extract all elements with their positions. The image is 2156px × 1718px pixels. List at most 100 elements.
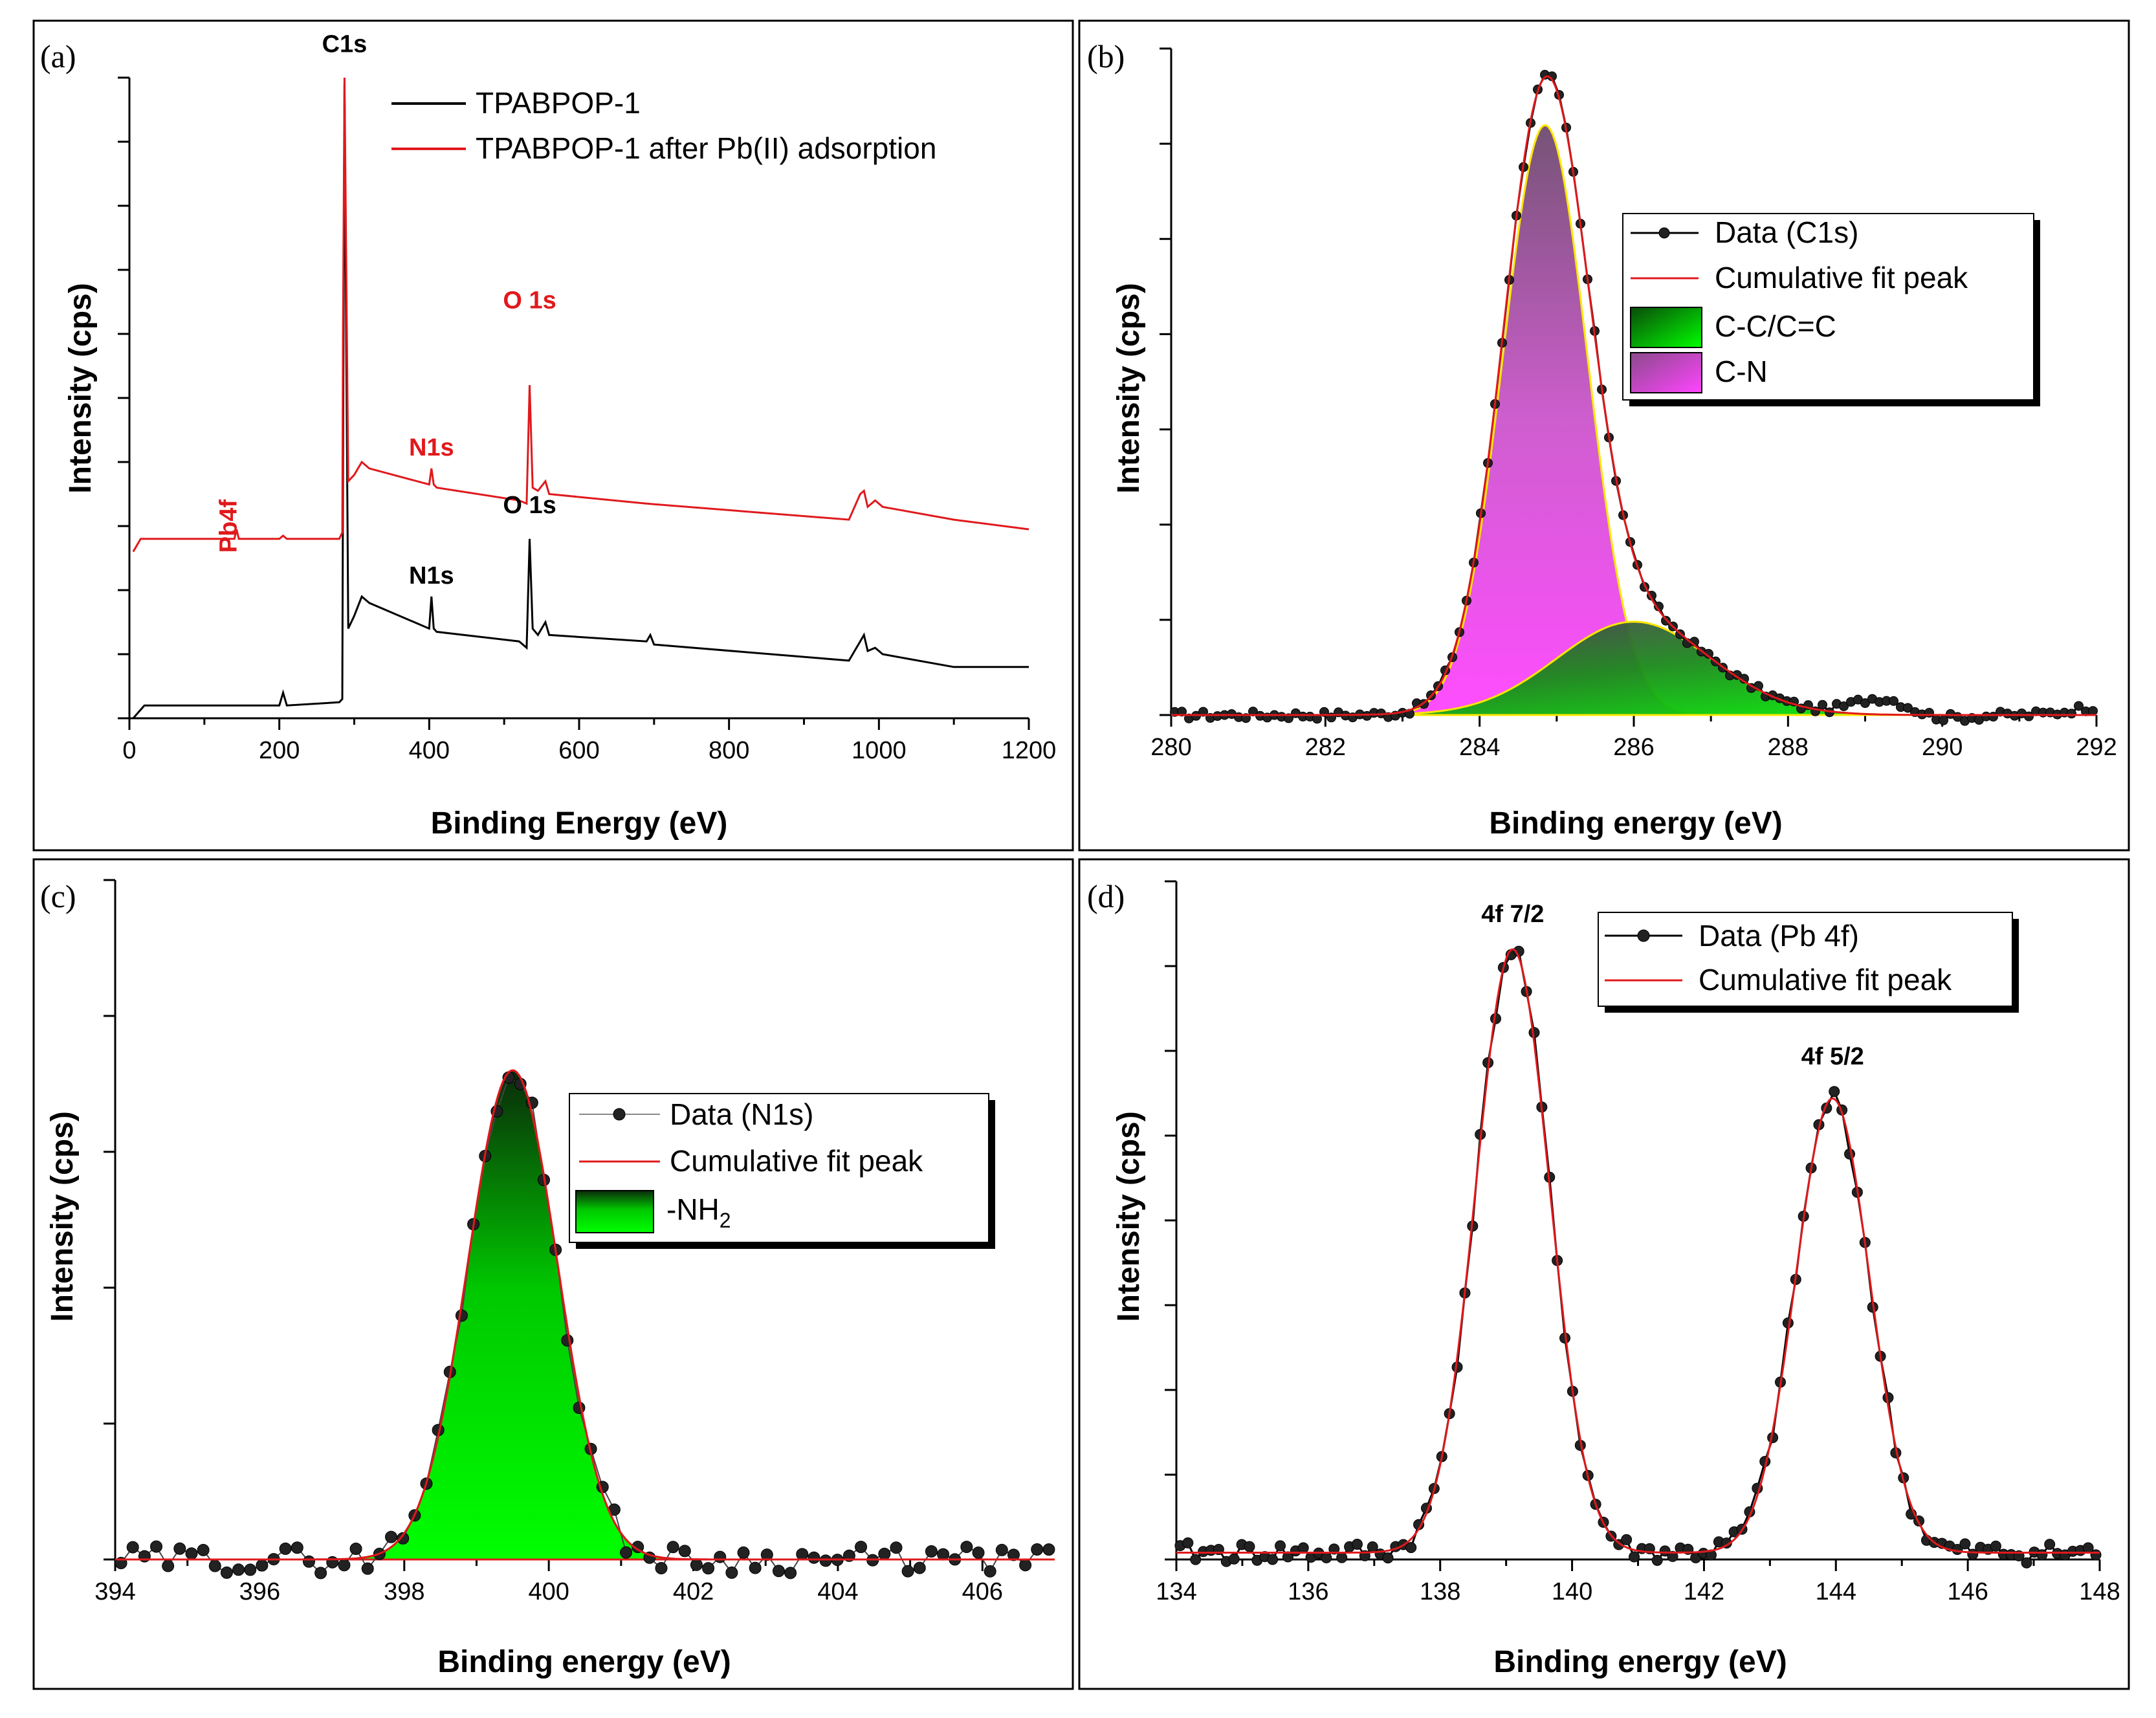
x-tick-label-a-5: 1000 [852,737,907,764]
data-point-c-75 [995,1543,1008,1556]
legend-b-label-3: C-N [1715,355,1768,388]
data-point-d-110 [2021,1557,2032,1569]
data-point-d-85 [1829,1086,1840,1097]
data-point-d-30 [1405,1542,1417,1554]
panel-a-frame [32,19,1074,852]
panel-b-plot: 280 282 284 286 288 290 292 [1150,47,2117,761]
x-tick-label-b-2: 284 [1459,734,1500,761]
x-tick-label-a-1: 200 [259,737,300,764]
legend-b-label-2: C-C/C=C [1715,309,1836,343]
data-point-d-12 [1267,1554,1279,1565]
data-point-c-24 [397,1532,410,1545]
annotation-d-1: 4f 5/2 [1801,1043,1864,1070]
panel-a-legend: TPABPOP-1 TPABPOP-1 after Pb(II) adsorpt… [391,86,936,165]
data-point-c-11 [244,1563,257,1576]
data-point-c-48 [678,1545,691,1558]
data-point-c-23 [385,1530,398,1543]
data-point-c-67 [901,1565,914,1578]
data-point-c-66 [890,1541,903,1554]
data-point-c-46 [655,1561,668,1574]
legend-a-label-1: TPABPOP-1 after Pb(II) adsorption [476,131,936,165]
data-point-c-49 [690,1558,703,1571]
data-point-d-27 [1382,1552,1394,1564]
data-point-c-21 [361,1562,374,1575]
fit-line-d [1176,948,2100,1554]
data-point-d-7 [1228,1553,1240,1565]
x-tick-label-b-5: 290 [1922,734,1963,761]
x-tick-label-b-3: 286 [1613,734,1654,761]
data-point-c-53 [737,1546,750,1559]
data-point-c-59 [808,1551,820,1564]
x-tick-label-a-2: 400 [409,737,450,764]
panel-d-label: (d) [1087,878,1125,914]
x-tick-label-c-6: 406 [962,1578,1003,1605]
x-tick-label-d-2: 138 [1420,1578,1460,1605]
data-point-c-38 [561,1334,574,1347]
component-fill-b-1 [1171,621,2096,716]
annotation-a-4: O 1s [503,492,556,519]
panel-c-ylabel: Intensity (cps) [45,1111,80,1321]
data-point-c-79 [1042,1543,1055,1556]
panel-b-frame [1078,19,2130,852]
data-point-c-56 [772,1565,785,1578]
panel-d-xlabel: Binding energy (eV) [1493,1645,1787,1679]
data-point-c-3 [150,1540,163,1553]
data-point-d-102 [1959,1538,1971,1550]
data-point-c-18 [326,1556,339,1569]
x-tick-label-a-4: 800 [709,737,749,764]
data-point-c-5 [173,1542,186,1555]
data-point-d-19 [1321,1552,1332,1563]
panel-a-ylabel: Intensity (cps) [63,283,98,493]
data-point-c-74 [984,1565,996,1578]
data-point-c-14 [279,1542,292,1555]
legend-b-swatch-3 [1630,352,1702,393]
panel-a-xlabel: Binding Energy (eV) [431,806,728,841]
data-point-d-62 [1651,1554,1663,1566]
data-point-c-20 [349,1542,362,1555]
data-point-d-16 [1297,1542,1309,1554]
annotation-a-3: Pb4f [215,499,243,553]
annotation-a-2: N1s [409,434,454,461]
data-point-c-55 [760,1548,773,1561]
data-point-d-58 [1621,1534,1633,1545]
data-point-c-58 [796,1548,809,1561]
data-point-b-103 [1903,703,1913,713]
series-line-a-1 [132,77,1029,553]
data-point-b-126 [2067,709,2076,719]
data-point-c-72 [960,1541,973,1554]
fit-line-c [115,1069,1055,1561]
data-point-c-78 [1031,1543,1044,1556]
panel-c-legend: Data (N1s) Cumulative fit peak -NH2 [569,1093,995,1249]
data-point-b-4 [1198,707,1208,717]
data-point-c-6 [185,1547,198,1560]
data-point-d-87 [1844,1148,1856,1160]
series-line-a-0 [132,83,1029,719]
data-point-c-68 [913,1561,926,1574]
data-point-d-2 [1190,1554,1202,1565]
data-point-c-43 [620,1546,633,1559]
data-point-c-70 [937,1548,950,1561]
data-point-c-69 [925,1545,938,1558]
x-tick-label-c-0: 394 [94,1578,135,1605]
legend-c-label-2-sub: 2 [720,1209,731,1232]
data-point-c-50 [702,1562,715,1575]
data-point-c-52 [725,1566,738,1579]
x-tick-label-c-4: 402 [673,1578,714,1605]
data-point-c-73 [972,1547,985,1559]
x-tick-label-d-7: 148 [2079,1578,2120,1605]
data-point-c-9 [220,1566,233,1579]
x-tick-label-c-2: 398 [384,1578,424,1605]
fit-line-b [1171,75,2096,716]
data-point-c-54 [749,1561,762,1574]
data-point-c-10 [232,1563,245,1576]
panel-a-label: (a) [40,38,76,74]
panel-b-legend: Data (C1s) Cumulative fit peak C-C/C=C C… [1622,213,2040,406]
legend-c-label-1: Cumulative fit peak [670,1144,923,1178]
data-point-d-13 [1275,1540,1286,1552]
x-tick-label-b-0: 280 [1150,734,1191,761]
data-point-c-15 [291,1541,303,1554]
legend-b-marker-0 [1658,227,1670,239]
annotation-a-1: O 1s [503,287,556,314]
annotation-a-0: C1s [322,30,368,58]
